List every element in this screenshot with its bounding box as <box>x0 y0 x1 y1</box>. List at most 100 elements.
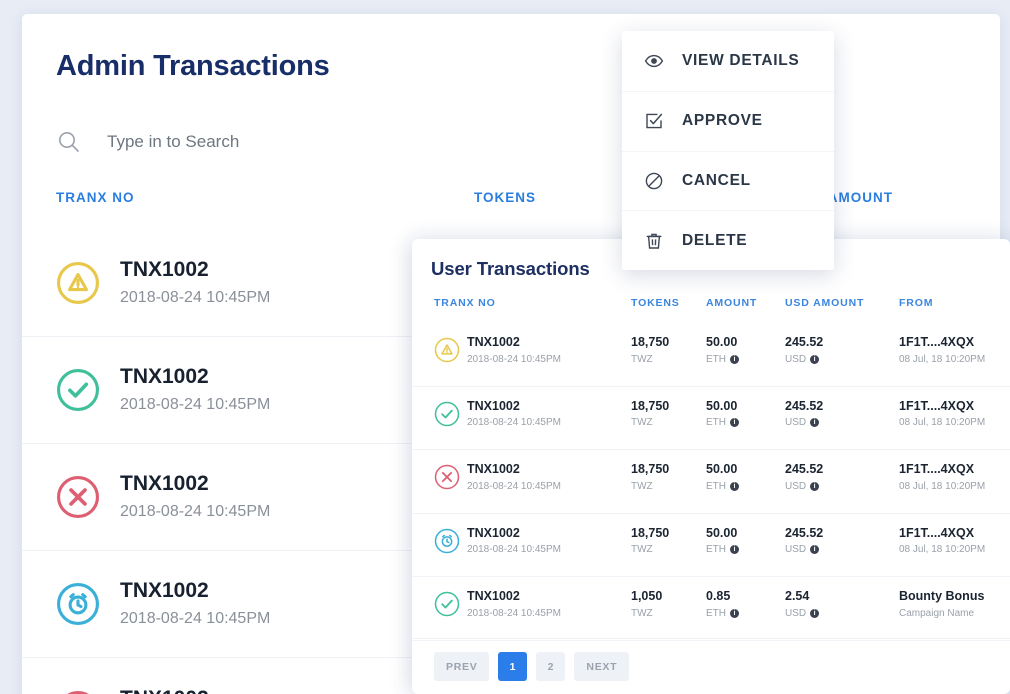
eye-icon <box>644 51 664 71</box>
context-menu-item-delete[interactable]: DELETE <box>622 210 834 270</box>
info-icon[interactable]: i <box>810 545 820 554</box>
usd-unit-label: USD <box>785 417 807 428</box>
cell-from: 1F1T....4XQX 08 Jul, 18 10:20PM <box>899 525 985 558</box>
amount-unit-label: ETH <box>706 480 726 492</box>
amount-value: 50.00 <box>706 398 738 413</box>
amount-unit: ETH i <box>706 479 739 494</box>
info-icon[interactable]: i <box>730 354 739 364</box>
table-row[interactable]: TNX1002 2018-08-24 10:45PM 18,750 TWZ 50… <box>412 387 1010 450</box>
tranx-date: 2018-08-24 10:45PM <box>467 480 561 492</box>
cell-amount: 0.85 ETH i <box>706 588 739 621</box>
pagination-page-2[interactable]: 2 <box>536 652 566 681</box>
amount-unit-label: ETH <box>706 353 726 365</box>
cell-tranx-no: TNX1002 2018-08-24 10:45PM <box>467 588 561 621</box>
ban-icon <box>644 171 664 191</box>
table-row[interactable]: TNX1002 2018-08-24 10:45PM 1,050 TWZ 0.8… <box>412 577 1010 641</box>
context-menu-item-view-details[interactable]: VIEW DETAILS <box>622 31 834 91</box>
pagination-prev-button[interactable]: PREV <box>434 652 490 681</box>
user-transactions-panel: User Transactions TRANX NO TOKENS AMOUNT US… <box>412 239 1010 694</box>
status-error-icon <box>56 475 100 519</box>
search-bar[interactable] <box>56 115 616 169</box>
from-sub: 08 Jul, 18 10:20PM <box>899 480 986 492</box>
tokens-value: 18,750 <box>631 398 670 413</box>
from-sub: 08 Jul, 18 10:20PM <box>899 353 986 365</box>
info-icon[interactable]: i <box>810 608 820 618</box>
tranx-date: 2018-08-24 10:45PM <box>120 395 271 413</box>
table-row[interactable]: TNX1002 2018-08-24 10:45PM 18,750 TWZ 50… <box>412 514 1010 577</box>
admin-column-header: TOKENS <box>474 190 537 205</box>
cell-tranx-no: TNX1002 2018-08-24 10:45PM <box>467 334 561 367</box>
search-input[interactable] <box>107 132 527 152</box>
context-menu-item-label: VIEW DETAILS <box>682 51 800 69</box>
tokens-value: 18,750 <box>631 335 670 349</box>
info-icon[interactable]: i <box>810 354 820 364</box>
context-menu-item-label: CANCEL <box>682 171 751 189</box>
admin-row-text: TNX1002 2018-08-24 10:45PM <box>120 471 270 522</box>
tokens-unit: TWZ <box>631 417 653 428</box>
user-table-header: TRANX NO TOKENS AMOUNT USD AMOUNT FROM <box>412 297 1010 321</box>
table-row[interactable]: TNX1002 2018-08-24 10:45PM 18,750 TWZ 50… <box>412 450 1010 514</box>
info-icon[interactable]: i <box>730 418 739 427</box>
info-icon[interactable]: i <box>810 481 820 491</box>
context-menu-item-cancel[interactable]: CANCEL <box>622 150 834 211</box>
status-pending-icon <box>434 528 460 554</box>
pagination-page-1[interactable]: 1 <box>498 652 528 681</box>
user-panel-title: User Transactions <box>431 258 590 279</box>
amount-unit: ETH i <box>706 542 739 557</box>
amount-unit: ETH i <box>706 415 739 430</box>
cell-tokens: 18,750 TWZ <box>631 461 669 494</box>
info-icon[interactable]: i <box>730 545 739 554</box>
tranx-no: TNX1002 <box>467 589 520 603</box>
admin-table-body: TNX1002 2018-08-24 10:45PM TNX1002 2018-… <box>22 230 1000 694</box>
admin-row-text: TNX1002 2018-08-24 10:45PM <box>120 578 270 629</box>
row-actions-context-menu: VIEW DETAILS APPROVE CANCEL DELETE <box>622 31 834 270</box>
cell-tokens: 18,750 TWZ <box>631 525 669 558</box>
tranx-no: TNX1002 <box>120 472 209 496</box>
status-warning-icon <box>434 337 460 363</box>
tranx-no: TNX1002 <box>467 335 520 349</box>
from-value: 1F1T....4XQX <box>899 335 975 349</box>
table-row[interactable]: TNX1002 2018-08-24 10:45PM <box>22 658 1000 694</box>
amount-value: 0.85 <box>706 589 731 603</box>
amount-unit: ETH i <box>706 352 739 367</box>
from-value: Bounty Bonus <box>899 589 985 603</box>
tranx-no: TNX1002 <box>467 462 520 476</box>
tranx-date: 2018-08-24 10:45PM <box>467 353 561 365</box>
status-warning-icon <box>56 261 100 305</box>
cell-from: Bounty Bonus Campaign Name <box>899 588 984 621</box>
info-icon[interactable]: i <box>730 608 739 618</box>
tranx-no: TNX1002 <box>120 258 209 282</box>
from-sub: Campaign Name <box>899 607 975 619</box>
user-table-body: TNX1002 2018-08-24 10:45PM 18,750 TWZ 50… <box>412 323 1010 641</box>
amount-unit-label: ETH <box>706 544 726 555</box>
usd-unit: USD i <box>785 352 823 367</box>
status-success-icon <box>434 401 460 427</box>
trash-icon <box>644 231 664 251</box>
tranx-no: TNX1002 <box>120 365 209 389</box>
admin-row-text: TNX1002 2018-08-24 10:45PM <box>120 364 270 415</box>
from-value: 1F1T....4XQX <box>899 398 975 413</box>
info-icon[interactable]: i <box>810 418 820 427</box>
pagination-next-button[interactable]: NEXT <box>574 652 630 681</box>
cell-tranx-no: TNX1002 2018-08-24 10:45PM <box>467 525 561 558</box>
admin-row-text: TNX1002 2018-08-24 10:45PM <box>120 686 270 694</box>
context-menu-item-approve[interactable]: APPROVE <box>622 90 834 151</box>
usd-unit: USD i <box>785 415 823 430</box>
tranx-date: 2018-08-24 10:45PM <box>120 288 271 306</box>
cell-amount: 50.00 ETH i <box>706 334 739 367</box>
status-error-icon <box>56 690 100 694</box>
cell-amount: 50.00 ETH i <box>706 461 739 494</box>
amount-value: 50.00 <box>706 462 738 476</box>
tokens-unit: TWZ <box>631 353 653 365</box>
usd-unit: USD i <box>785 479 823 494</box>
context-menu-item-label: DELETE <box>682 231 748 249</box>
cell-amount: 50.00 ETH i <box>706 525 739 558</box>
usd-unit-label: USD <box>785 353 807 365</box>
status-success-icon <box>434 591 460 617</box>
usd-amount-value: 2.54 <box>785 589 810 603</box>
table-row[interactable]: TNX1002 2018-08-24 10:45PM 18,750 TWZ 50… <box>412 323 1010 387</box>
usd-amount-value: 245.52 <box>785 525 824 540</box>
usd-amount-value: 245.52 <box>785 462 824 476</box>
info-icon[interactable]: i <box>730 481 739 491</box>
context-menu-item-label: APPROVE <box>682 112 763 130</box>
